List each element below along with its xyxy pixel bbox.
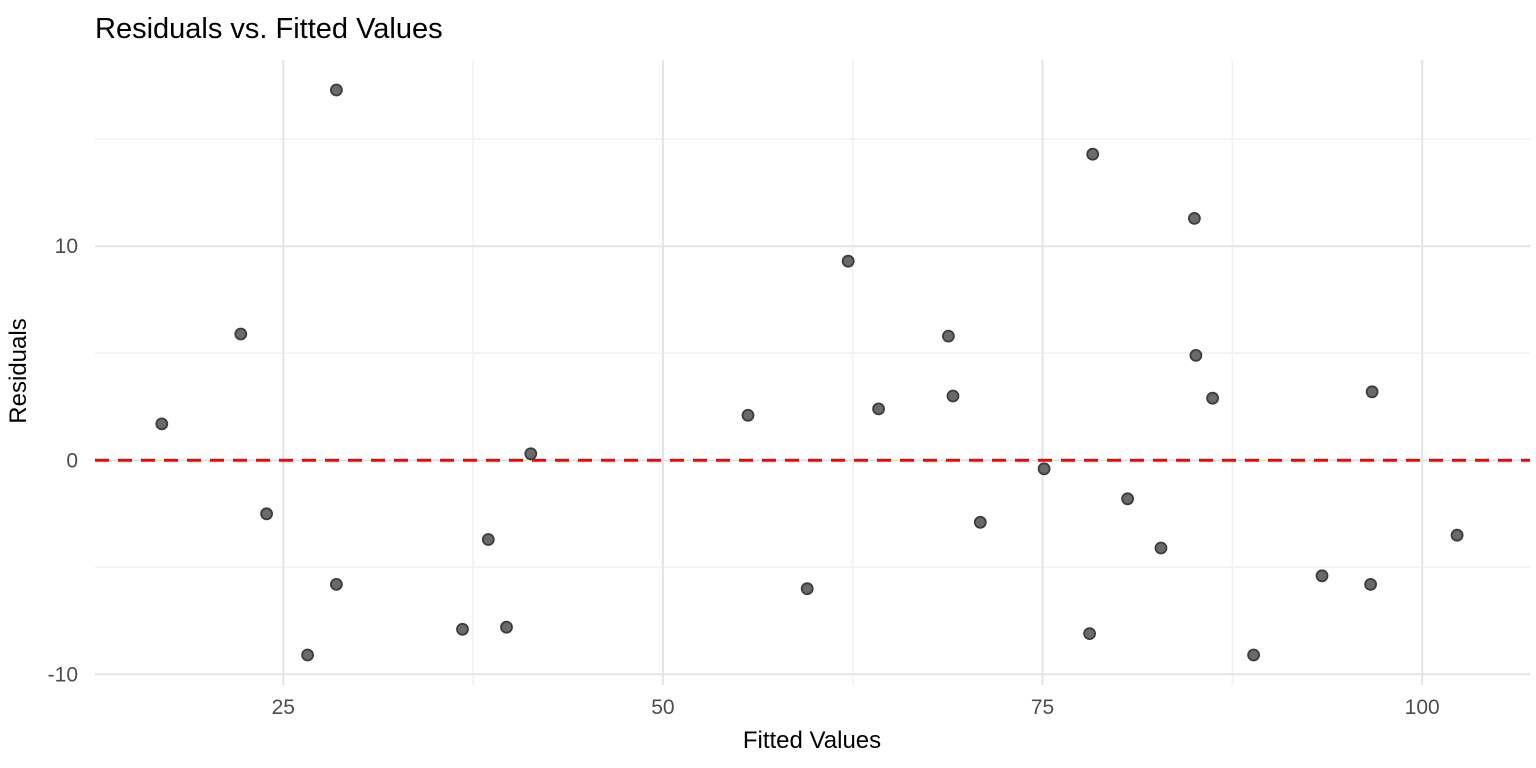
y-axis-title: Residuals [5,318,32,423]
data-point [329,578,343,591]
data-point [260,507,274,521]
x-tick-label: 100 [1405,696,1440,719]
x-axis-title: Fitted Values [743,727,881,754]
data-point [872,402,885,416]
data-point [1188,211,1201,225]
y-tick-label: 0 [66,449,78,472]
x-tick-label: 50 [651,696,674,719]
data-point [155,417,169,431]
data-point [1247,648,1260,662]
data-point [741,408,755,422]
x-tick-label: 25 [272,696,295,719]
data-point [1189,348,1203,362]
data-point [456,622,469,636]
data-point [1083,627,1096,640]
data-point [841,254,855,268]
plot-title: Residuals vs. Fitted Values [95,13,443,45]
data-point [500,620,513,634]
y-tick-label: -10 [48,663,78,686]
axis-tick-labels: 25 50 75 100 -10 0 10 [48,235,1440,719]
data-points [155,83,1464,662]
data-point [1315,569,1329,583]
data-point [800,582,814,596]
data-point [942,329,955,343]
data-point [1037,462,1051,476]
data-point [1121,492,1134,506]
data-point [234,327,248,341]
data-point [481,533,495,546]
data-point [1364,578,1377,591]
data-point [1206,391,1219,405]
data-point [524,447,538,461]
data-point [1154,541,1168,555]
data-point [973,515,987,529]
x-tick-label: 75 [1031,696,1054,719]
data-point [301,648,315,662]
data-point [1365,385,1379,399]
data-point [329,83,343,97]
data-point [946,389,960,403]
data-point [1086,147,1100,161]
y-tick-label: 10 [55,235,78,258]
data-point [1450,528,1464,542]
minor-gridlines [95,60,1530,685]
